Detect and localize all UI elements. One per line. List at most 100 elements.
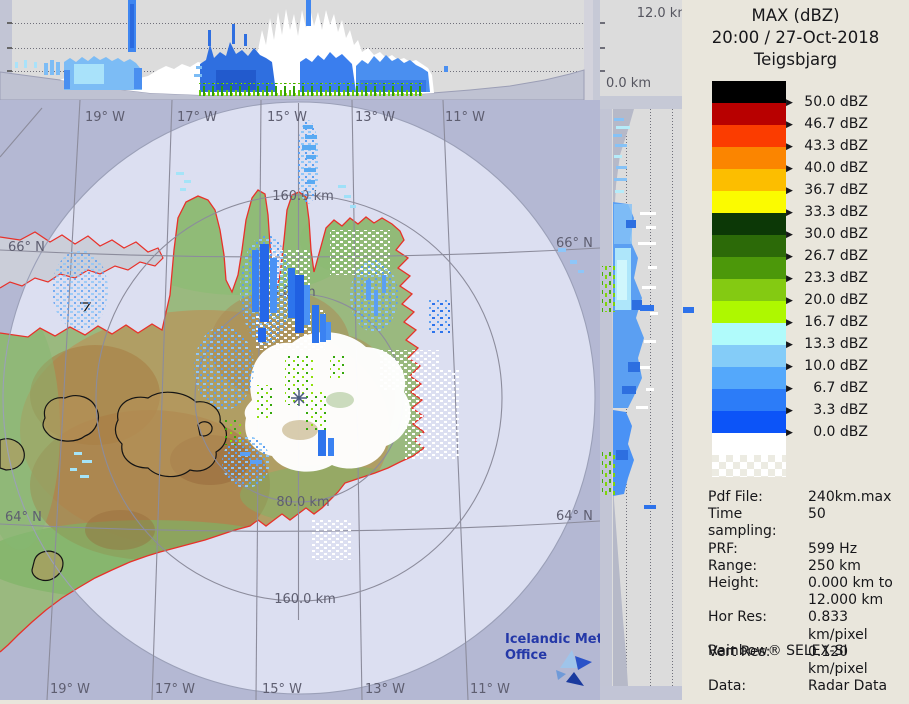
legend-value-label: ▶ 13.3 dBZ [786,336,868,352]
metadata-row: Data: Radar Data [708,678,903,695]
legend-tick-arrow-icon: ▶ [786,274,793,284]
legend-swatch [712,279,786,301]
metadata-value: 0.120 km/pixel [808,643,868,678]
legend-swatch [712,455,786,477]
legend-tick-arrow-icon: ▶ [786,164,793,174]
lon-label: 11° W [445,110,485,125]
axis-ticks [7,22,12,72]
ring-label: 160.0 km [274,592,336,607]
legend-tick-arrow-icon: ▶ [786,120,793,130]
lat-label: 64° N [5,510,42,525]
legend-value-label: ▶ 0.0 dBZ [786,424,868,440]
lon-label: 15° W [267,110,307,125]
legend-tick-arrow-icon: ▶ [786,428,793,438]
echo-fragment [683,307,694,313]
ns-height-profile [600,100,682,700]
product-metadata: Pdf File: 240km.max Time sampling: 50 PRF: 59… [708,489,903,695]
legend-tick-arrow-icon: ▶ [786,384,793,394]
legend-value-label: ▶ 10.0 dBZ [786,358,868,374]
legend-value-label: ▶ 36.7 dBZ [786,182,868,198]
dbz-color-scale: ▶ 50.0 dBZ ▶ 46.7 dBZ ▶ 43.3 dBZ ▶ 40.0 dBZ ▶ 36.… [712,81,909,481]
legend-tick-arrow-icon: ▶ [786,340,793,350]
legend-swatch [712,411,786,433]
radar-map-plot: 19° W 17° W 15° W 13° W 11° W 19° W 17° … [0,99,603,701]
ns-profile-plot [600,100,682,700]
metadata-label: Hor Res: [708,609,768,626]
legend-swatch [712,301,786,323]
metadata-label: Pdf File: [708,489,763,505]
legend-swatch [712,213,786,235]
imo-logo: Icelandic Met Office [505,632,603,686]
axis-tick [600,47,605,49]
metadata-label: Time sampling: [708,506,777,540]
ground-echo-fringe [300,83,422,96]
legend-swatch [712,147,786,169]
legend-value-label: ▶ 26.7 dBZ [786,248,868,264]
lon-label: 11° W [470,682,510,697]
product-timestamp: 20:00 / 27-Oct-2018 [711,28,880,47]
legend-tick-arrow-icon: ▶ [786,186,793,196]
legend-swatch [712,125,786,147]
legend-tick-arrow-icon: ▶ [786,296,793,306]
axis-tick [600,22,605,24]
radar-map: 19° W 17° W 15° W 13° W 11° W 19° W 17° … [0,99,603,701]
legend-swatch [712,257,786,279]
metadata-label: Data: [708,678,747,695]
metadata-row: Time sampling: 50 [708,506,903,540]
lon-label: 13° W [365,682,405,697]
legend-header: MAX (dBZ) 20:00 / 27-Oct-2018 Teigsbjarg [682,5,909,71]
legend-value-label: ▶ 23.3 dBZ [786,270,868,286]
terrain-profile [612,109,634,686]
metadata-row: Hor Res: 0.833 km/pixel [708,609,903,643]
legend-panel: MAX (dBZ) 20:00 / 27-Oct-2018 Teigsbjarg… [682,0,909,700]
legend-swatch [712,323,786,345]
altitude-min-label: 0.0 km [606,76,651,91]
legend-tick-arrow-icon: ▶ [786,142,793,152]
imo-logo-text-line2: Office [505,648,547,663]
metadata-label: Height: [708,575,759,592]
metadata-row: Height: 0.000 km to 12.000 km [708,575,903,609]
software-credit: Rainbow® SELEX-SI [708,643,848,659]
metadata-row: Range: 250 km [708,558,903,575]
legend-value-label: ▶ 43.3 dBZ [786,138,868,154]
legend-value-label: ▶ 20.0 dBZ [786,292,868,308]
legend-tick-arrow-icon: ▶ [786,318,793,328]
metadata-value: 50 [808,506,826,523]
legend-tick-arrow-icon: ▶ [786,230,793,240]
lat-label: 64° N [556,509,593,524]
legend-tick-arrow-icon: ▶ [786,362,793,372]
legend-value-label: ▶ 40.0 dBZ [786,160,868,176]
echo-masses [15,0,448,92]
metadata-value: Radar Data [808,678,888,695]
legend-value-label: ▶ 30.0 dBZ [786,226,868,242]
metadata-label: Range: [708,557,758,574]
radar-echoes [52,120,584,560]
profile-axis-panel: 12.0 km 0.0 km [600,0,690,100]
legend-swatch [712,389,786,411]
metadata-value: 240km.max [808,489,892,505]
lon-label: 19° W [85,110,125,125]
metadata-row: Vert Res: 0.120 km/pixel [708,644,903,678]
axis-tick [600,70,605,72]
legend-value-label: ▶ 50.0 dBZ [786,94,868,110]
ground-echo-fringe [198,83,316,96]
lat-label: 66° N [556,236,593,251]
legend-value-label: ▶ 3.3 dBZ [786,402,868,418]
product-title: MAX (dBZ) [751,6,840,25]
legend-swatch [712,235,786,257]
metadata-row: Pdf File: 240km.max [708,489,903,506]
lon-label: 13° W [355,110,395,125]
station-name: Teigsbjarg [753,50,838,69]
legend-tick-arrow-icon: ▶ [786,252,793,262]
metadata-label: Vert Res: [708,643,771,660]
legend-value-label: ▶ 6.7 dBZ [786,380,868,396]
ring-label: 80.0 km [276,495,329,510]
metadata-value: 250 km [808,557,861,574]
lon-label: 17° W [155,682,195,697]
legend-tick-arrow-icon: ▶ [786,98,793,108]
legend-value-label: ▶ 46.7 dBZ [786,116,868,132]
imo-logo-pinwheel-icon [556,650,592,686]
metadata-value: 0.000 km to 12.000 km [808,575,893,609]
metadata-value: 0.833 km/pixel [808,609,868,643]
